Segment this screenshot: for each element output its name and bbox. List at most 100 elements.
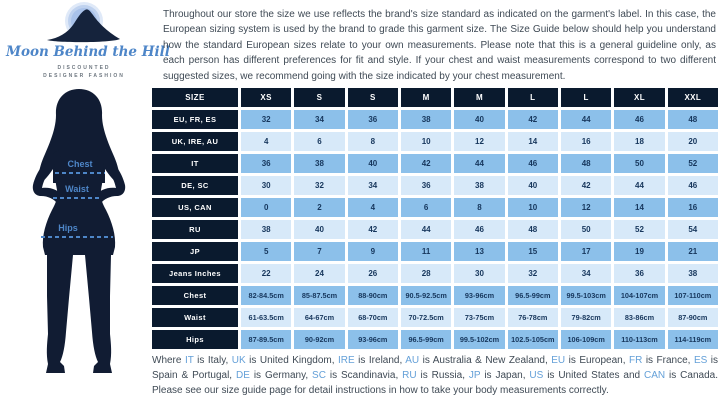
- size-value-cell: 15: [507, 242, 558, 261]
- size-value-cell: 40: [507, 176, 558, 195]
- size-value-cell: 96.5-99cm: [507, 286, 558, 305]
- size-header-cell: M: [400, 88, 452, 107]
- size-value-cell: 34: [347, 176, 398, 195]
- country-abbr: SC: [312, 370, 326, 382]
- size-value-cell: 26: [347, 264, 398, 283]
- size-value-cell: 0: [241, 198, 292, 217]
- size-value-cell: 46: [614, 110, 665, 129]
- size-value-cell: 4: [241, 132, 292, 151]
- size-value-cell: 79-82cm: [560, 308, 612, 327]
- size-header-cell: L: [560, 88, 612, 107]
- size-value-cell: 40: [294, 220, 345, 239]
- footer-text-segment: is Scandinavia,: [325, 370, 403, 382]
- size-value-cell: 16: [667, 198, 718, 217]
- brand-name: Moon Behind the Hill: [6, 44, 170, 60]
- size-value-cell: 34: [560, 264, 612, 283]
- size-value-cell: 50: [614, 154, 665, 173]
- size-value-cell: 4: [347, 198, 398, 217]
- size-value-cell: 32: [241, 110, 292, 129]
- size-row-label: Jeans Inches: [152, 264, 238, 283]
- footer-paragraph: Where IT is Italy, UK is United Kingdom,…: [152, 353, 718, 399]
- size-value-cell: 44: [614, 176, 665, 195]
- size-row-label: Hips: [152, 330, 238, 349]
- size-value-cell: 28: [400, 264, 452, 283]
- size-value-cell: 38: [667, 264, 718, 283]
- moon-behind-hill-icon: [47, 2, 120, 43]
- size-header-cell: XS: [241, 88, 292, 107]
- size-value-cell: 93-96cm: [347, 330, 398, 349]
- size-value-cell: 36: [614, 264, 665, 283]
- size-value-cell: 110-113cm: [614, 330, 665, 349]
- size-header-cell: M: [454, 88, 505, 107]
- size-value-cell: 93-96cm: [454, 286, 505, 305]
- tagline-line2: DESIGNER FASHION: [43, 72, 125, 79]
- size-value-cell: 12: [454, 132, 505, 151]
- waist-label: Waist: [65, 184, 89, 194]
- size-value-cell: 34: [294, 110, 345, 129]
- size-value-cell: 46: [507, 154, 558, 173]
- size-row-label: DE, SC: [152, 176, 238, 195]
- country-abbr: IT: [184, 355, 194, 366]
- size-value-cell: 8: [454, 198, 505, 217]
- size-value-cell: 50: [560, 220, 612, 239]
- country-abbr: FR: [629, 355, 643, 366]
- country-abbr: RU: [402, 370, 417, 382]
- size-header-cell: L: [507, 88, 558, 107]
- size-value-cell: 6: [400, 198, 452, 217]
- size-value-cell: 83-86cm: [614, 308, 665, 327]
- size-value-cell: 10: [507, 198, 558, 217]
- size-row-label: Chest: [152, 286, 238, 305]
- size-value-cell: 70-72.5cm: [400, 308, 452, 327]
- size-row-label: JP: [152, 242, 238, 261]
- chest-label: Chest: [67, 159, 92, 169]
- size-value-cell: 17: [560, 242, 612, 261]
- size-value-cell: 87-90cm: [667, 308, 718, 327]
- size-value-cell: 36: [241, 154, 292, 173]
- footer-text-segment: is Russia,: [416, 370, 469, 382]
- country-abbr: EU: [551, 355, 566, 366]
- size-value-cell: 76-78cm: [507, 308, 558, 327]
- size-value-cell: 88-90cm: [347, 286, 398, 305]
- footer-text-segment: is Germany,: [249, 370, 313, 382]
- intro-paragraph: Throughout our store the size we use ref…: [163, 9, 716, 82]
- size-value-cell: 82-84.5cm: [241, 286, 292, 305]
- size-value-cell: 38: [241, 220, 292, 239]
- size-value-cell: 8: [347, 132, 398, 151]
- size-value-cell: 32: [294, 176, 345, 195]
- brand-tagline: DISCOUNTED DESIGNER FASHION: [6, 64, 162, 80]
- size-value-cell: 104-107cm: [614, 286, 665, 305]
- size-value-cell: 10: [400, 132, 452, 151]
- size-value-cell: 18: [614, 132, 665, 151]
- size-value-cell: 32: [507, 264, 558, 283]
- country-abbr: IRE: [338, 355, 355, 366]
- size-value-cell: 38: [294, 154, 345, 173]
- size-value-cell: 68-70cm: [347, 308, 398, 327]
- size-value-cell: 114-119cm: [667, 330, 718, 349]
- woman-silhouette-icon: Chest Waist Hips: [32, 89, 126, 373]
- size-row-label: EU, FR, ES: [152, 110, 238, 129]
- size-value-cell: 44: [400, 220, 452, 239]
- size-value-cell: 42: [507, 110, 558, 129]
- size-value-cell: 42: [347, 220, 398, 239]
- size-value-cell: 2: [294, 198, 345, 217]
- size-value-cell: 9: [347, 242, 398, 261]
- country-abbr: ES: [693, 355, 708, 366]
- size-value-cell: 7: [294, 242, 345, 261]
- size-value-cell: 42: [400, 154, 452, 173]
- size-value-cell: 21: [667, 242, 718, 261]
- footer-text-segment: is Italy,: [193, 355, 232, 366]
- size-value-cell: 36: [347, 110, 398, 129]
- size-table: SIZE XS S S M M L L XL XXL EU, FR, ES 32 34 36 38 40 42 4…: [152, 88, 718, 349]
- size-row-label: RU: [152, 220, 238, 239]
- size-value-cell: 48: [507, 220, 558, 239]
- size-value-cell: 102.5-105cm: [507, 330, 558, 349]
- size-value-cell: 44: [454, 154, 505, 173]
- footer-text-segment: is Spain & Portugal,: [152, 355, 719, 382]
- size-value-cell: 42: [560, 176, 612, 195]
- size-value-cell: 46: [667, 176, 718, 195]
- size-value-cell: 90.5-92.5cm: [400, 286, 452, 305]
- size-value-cell: 19: [614, 242, 665, 261]
- size-row-label: UK, IRE, AU: [152, 132, 238, 151]
- footer-text-segment: is France,: [642, 355, 694, 366]
